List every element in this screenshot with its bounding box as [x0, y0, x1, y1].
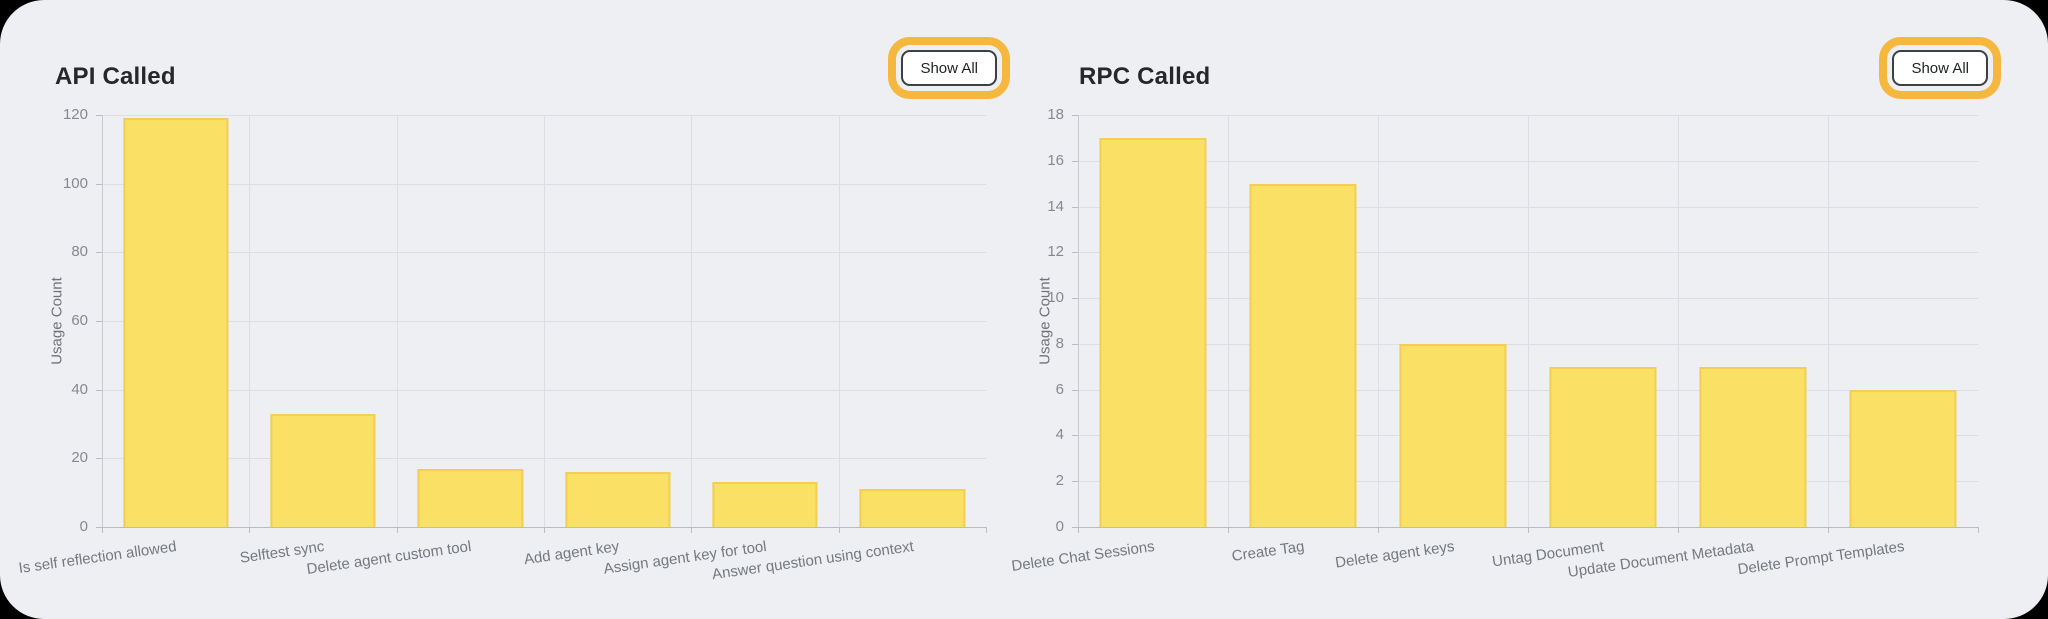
- x-tick-label: Delete Chat Sessions: [1010, 538, 1156, 575]
- bar: [1249, 183, 1357, 527]
- bar: [270, 413, 376, 527]
- bar: [1099, 137, 1207, 527]
- api-called-panel: API Called Show All Is self reflection a…: [18, 50, 997, 583]
- y-axis-line: [1078, 115, 1079, 527]
- gridline-vertical: [1377, 115, 1379, 527]
- y-axis-tick: [96, 252, 102, 254]
- y-axis-tick: [96, 458, 102, 460]
- y-tick-label: 100: [62, 174, 88, 192]
- y-tick-label: 4: [1055, 426, 1064, 444]
- y-tick-label: 120: [62, 106, 88, 123]
- x-tick-label: Delete agent custom tool: [306, 538, 473, 578]
- x-tick-label: Delete agent keys: [1334, 538, 1456, 572]
- page-title: API Called: [55, 62, 176, 90]
- x-axis-tick: [544, 527, 545, 533]
- x-axis-tick: [1378, 527, 1379, 533]
- bar: [1549, 366, 1657, 527]
- y-axis-tick: [1072, 435, 1078, 437]
- y-tick-label: 20: [71, 449, 88, 467]
- bar: [859, 489, 965, 527]
- y-tick-label: 80: [71, 243, 88, 261]
- bar: [1699, 366, 1807, 527]
- y-axis-tick: [1072, 481, 1078, 483]
- x-axis-tick: [396, 527, 398, 533]
- y-axis-title: Usage Count: [48, 277, 66, 365]
- y-axis-tick: [96, 115, 102, 116]
- gridline-vertical: [1828, 115, 1829, 527]
- gridline-vertical: [1677, 115, 1679, 527]
- x-axis-tick: [1678, 527, 1679, 533]
- x-axis-tick: [838, 527, 840, 533]
- bar: [1849, 389, 1957, 527]
- x-axis-tick: [249, 527, 251, 533]
- y-axis-tick: [1072, 160, 1078, 162]
- y-axis-tick: [1072, 343, 1078, 345]
- y-tick-label: 8: [1055, 334, 1064, 352]
- x-axis-tick: [986, 527, 987, 533]
- y-tick-label: 0: [79, 518, 88, 535]
- gridline-vertical: [1528, 115, 1529, 527]
- y-tick-label: 6: [1055, 380, 1064, 398]
- show-all-button[interactable]: Show All: [1892, 50, 1988, 86]
- gridline-vertical: [396, 115, 398, 527]
- x-tick-label: Delete Prompt Templates: [1736, 538, 1906, 579]
- y-tick-label: 14: [1047, 197, 1064, 215]
- bar: [712, 482, 818, 527]
- bar: [417, 468, 523, 527]
- x-axis-tick: [691, 527, 693, 533]
- y-tick-label: 40: [71, 380, 88, 398]
- gridline-vertical: [249, 115, 251, 527]
- bar: [565, 472, 671, 527]
- y-axis-tick: [1072, 206, 1078, 208]
- rpc-called-panel: RPC Called Show All Delete Chat Sessions…: [1010, 0, 2048, 619]
- gridline-vertical: [691, 115, 693, 527]
- bar-chart-api-called: Is self reflection allowed Selftest sync D…: [18, 106, 987, 583]
- gridline-vertical: [544, 115, 545, 527]
- y-axis-tick: [96, 527, 102, 528]
- y-axis-tick: [1072, 252, 1078, 254]
- x-tick-label: Create Tag: [1230, 538, 1306, 566]
- y-axis-tick: [1072, 527, 1078, 528]
- gridline-vertical: [1227, 115, 1229, 527]
- page-title: RPC Called: [1079, 62, 1211, 90]
- bar-chart-rpc-called: Delete Chat Sessions Create Tag Delete age…: [1010, 0, 2048, 619]
- x-axis-tick: [1228, 527, 1229, 533]
- plot-area: Is self reflection allowed Selftest sync D…: [18, 115, 986, 583]
- x-axis-tick: [102, 527, 103, 533]
- x-axis-tick: [1978, 527, 1979, 533]
- y-tick-label: 0: [1055, 518, 1064, 535]
- y-axis-tick: [96, 321, 102, 322]
- x-axis-tick: [1528, 527, 1529, 533]
- y-axis-tick: [96, 389, 102, 391]
- y-axis-tick: [96, 183, 102, 185]
- y-tick-label: 60: [71, 312, 88, 329]
- plot-area: Delete Chat Sessions Create Tag Delete age…: [1010, 115, 1978, 581]
- show-all-button[interactable]: Show All: [901, 50, 997, 86]
- bar: [1399, 343, 1507, 527]
- y-axis-title: Usage Count: [1036, 277, 1054, 365]
- gridline-vertical: [838, 115, 840, 527]
- y-tick-label: 16: [1047, 151, 1064, 169]
- y-tick-label: 10: [1047, 289, 1064, 307]
- x-axis-tick: [1828, 527, 1829, 533]
- y-tick-label: 18: [1047, 106, 1064, 123]
- y-axis-line: [102, 115, 103, 527]
- x-axis-tick: [1078, 527, 1079, 533]
- y-tick-label: 2: [1055, 472, 1064, 490]
- y-tick-label: 12: [1047, 243, 1064, 261]
- y-axis-tick: [1072, 115, 1078, 116]
- bar: [123, 118, 229, 527]
- y-axis-tick: [1072, 298, 1078, 300]
- y-axis-tick: [1072, 389, 1078, 391]
- x-tick-label: Is self reflection allowed: [17, 538, 179, 577]
